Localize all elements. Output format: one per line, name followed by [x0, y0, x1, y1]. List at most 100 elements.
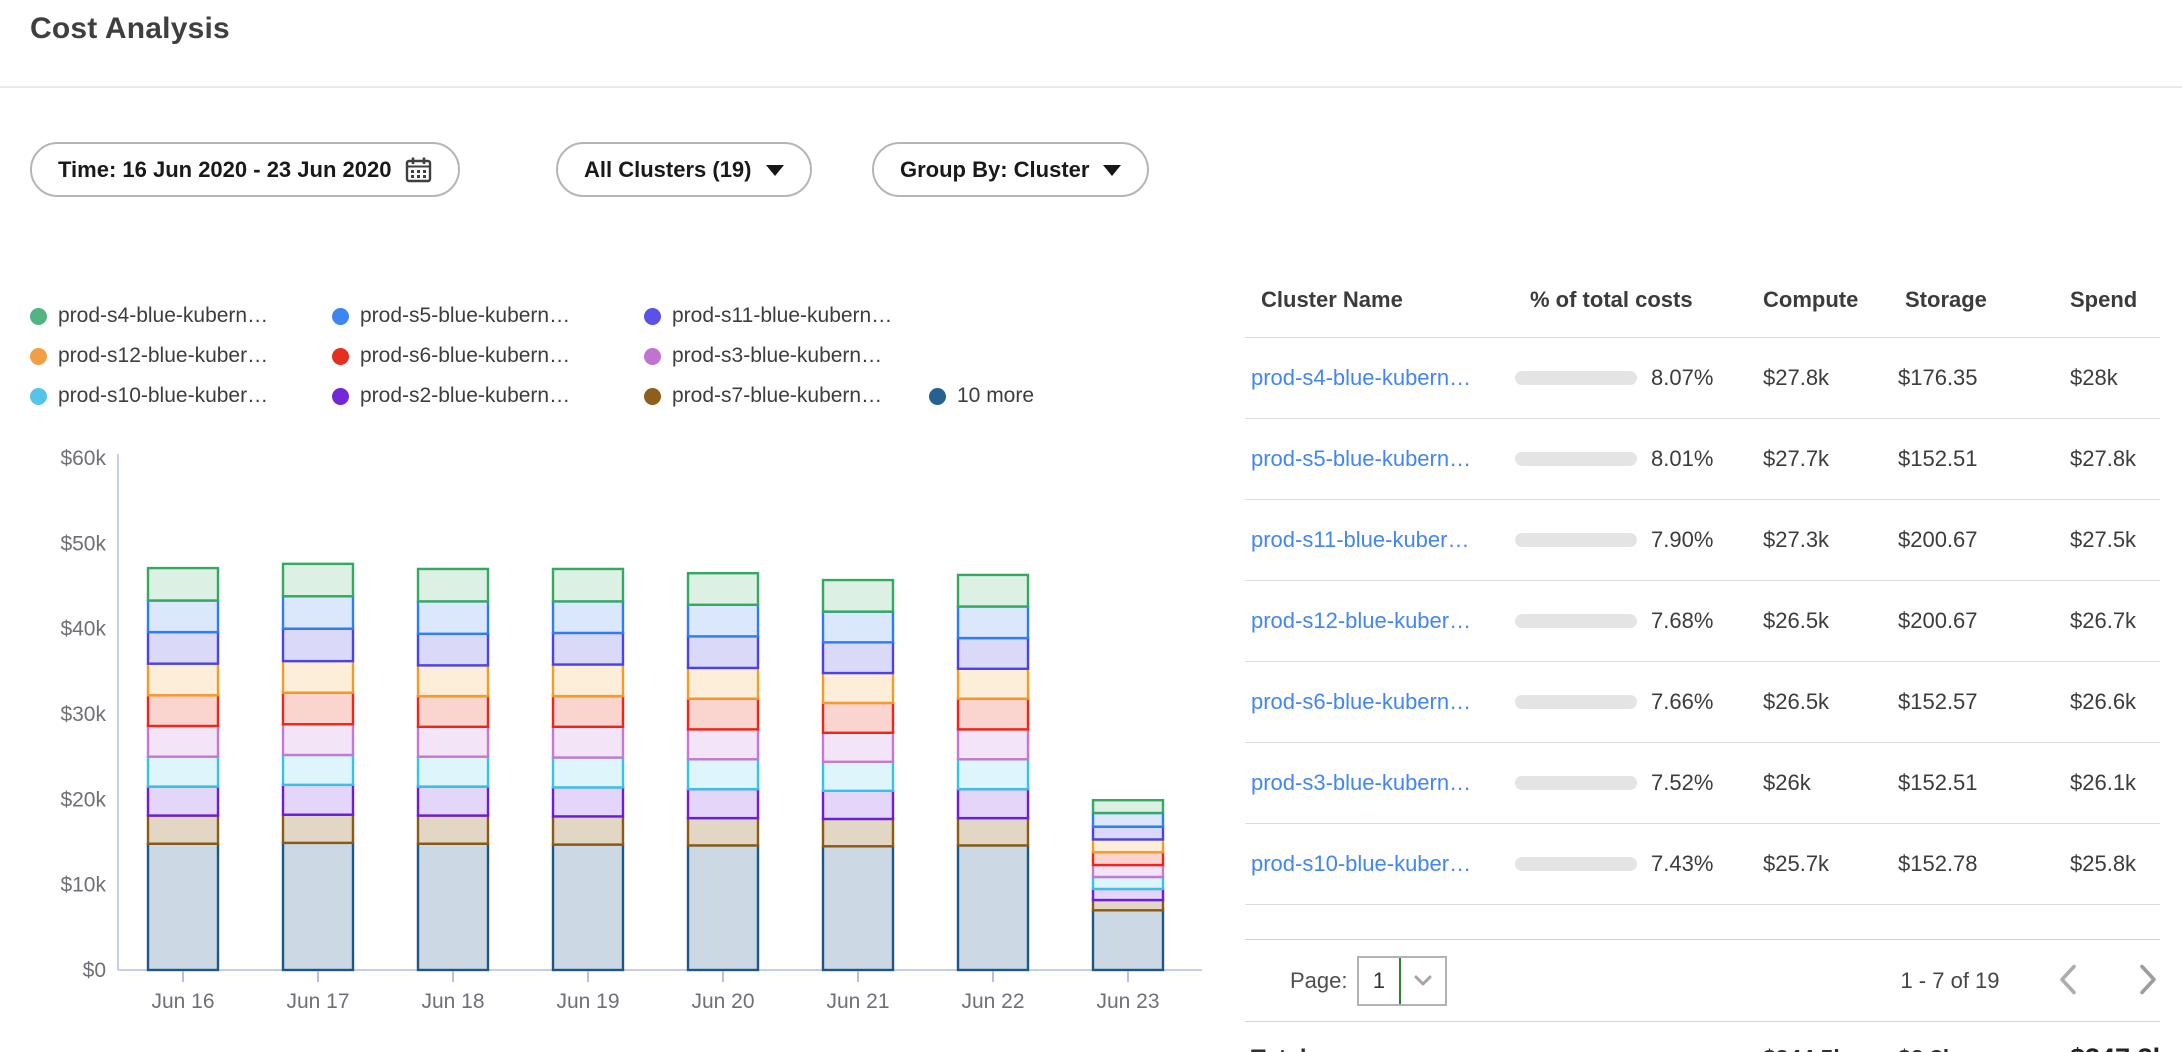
cluster-name-link[interactable]: prod-s12-blue-kuber…: [1251, 608, 1471, 633]
bar-segment[interactable]: [283, 785, 353, 815]
bar-segment[interactable]: [148, 664, 218, 696]
bar-segment[interactable]: [1093, 852, 1163, 865]
legend-item[interactable]: prod-s7-blue-kubern…: [644, 376, 929, 416]
bar-segment[interactable]: [958, 729, 1028, 759]
bar-segment[interactable]: [148, 632, 218, 664]
bar-segment[interactable]: [958, 669, 1028, 699]
bar-segment[interactable]: [148, 568, 218, 600]
bar-segment[interactable]: [958, 606, 1028, 638]
prev-page-button[interactable]: [2057, 962, 2079, 999]
bar-segment[interactable]: [418, 601, 488, 633]
bar-segment[interactable]: [688, 668, 758, 699]
bar-segment[interactable]: [283, 843, 353, 970]
bar-segment[interactable]: [1093, 900, 1163, 910]
bar-segment[interactable]: [823, 703, 893, 733]
bar-segment[interactable]: [283, 564, 353, 596]
bar-segment[interactable]: [1093, 910, 1163, 970]
bar-segment[interactable]: [418, 696, 488, 727]
bar-segment[interactable]: [688, 699, 758, 730]
page-select[interactable]: 1: [1357, 956, 1447, 1006]
bar-segment[interactable]: [1093, 889, 1163, 900]
group-by-filter[interactable]: Group By: Cluster: [872, 142, 1149, 197]
clusters-filter[interactable]: All Clusters (19): [556, 142, 812, 197]
bar-segment[interactable]: [823, 642, 893, 673]
bar-segment[interactable]: [418, 757, 488, 787]
bar-segment[interactable]: [283, 815, 353, 843]
time-range-filter[interactable]: Time: 16 Jun 2020 - 23 Jun 2020: [30, 142, 460, 197]
bar-segment[interactable]: [418, 665, 488, 696]
bar-segment[interactable]: [688, 729, 758, 759]
bar-segment[interactable]: [688, 759, 758, 789]
bar-segment[interactable]: [148, 601, 218, 633]
legend-item[interactable]: prod-s2-blue-kubern…: [332, 376, 644, 416]
bar-segment[interactable]: [553, 845, 623, 970]
bar-segment[interactable]: [1093, 839, 1163, 852]
cluster-name-link[interactable]: prod-s6-blue-kubern…: [1251, 689, 1471, 714]
bar-segment[interactable]: [823, 819, 893, 846]
bar-segment[interactable]: [1093, 877, 1163, 889]
bar-segment[interactable]: [688, 636, 758, 668]
cluster-name-link[interactable]: prod-s4-blue-kubern…: [1251, 365, 1471, 390]
bar-segment[interactable]: [688, 789, 758, 818]
bar-segment[interactable]: [958, 845, 1028, 970]
bar-segment[interactable]: [553, 665, 623, 697]
bar-segment[interactable]: [283, 755, 353, 785]
bar-segment[interactable]: [148, 816, 218, 844]
bar-segment[interactable]: [688, 818, 758, 845]
bar-segment[interactable]: [823, 612, 893, 643]
bar-segment[interactable]: [553, 696, 623, 727]
cluster-name-link[interactable]: prod-s3-blue-kubern…: [1251, 770, 1471, 795]
bar-segment[interactable]: [958, 575, 1028, 607]
cluster-name-link[interactable]: prod-s11-blue-kuber…: [1251, 527, 1469, 552]
bar-segment[interactable]: [283, 596, 353, 628]
cluster-name-link[interactable]: prod-s10-blue-kuber…: [1251, 851, 1471, 876]
cluster-name-link[interactable]: prod-s5-blue-kubern…: [1251, 446, 1471, 471]
bar-segment[interactable]: [958, 789, 1028, 818]
legend-item[interactable]: 10 more: [929, 376, 1034, 416]
bar-segment[interactable]: [823, 791, 893, 819]
bar-segment[interactable]: [553, 816, 623, 844]
bar-segment[interactable]: [418, 816, 488, 844]
bar-segment[interactable]: [148, 844, 218, 970]
legend-item[interactable]: prod-s3-blue-kubern…: [644, 336, 929, 376]
bar-segment[interactable]: [553, 633, 623, 665]
legend-item[interactable]: prod-s4-blue-kubern…: [30, 296, 332, 336]
bar-segment[interactable]: [418, 634, 488, 666]
bar-segment[interactable]: [418, 569, 488, 601]
legend-item[interactable]: prod-s6-blue-kubern…: [332, 336, 644, 376]
bar-segment[interactable]: [418, 844, 488, 970]
bar-segment[interactable]: [553, 758, 623, 788]
legend-item[interactable]: prod-s11-blue-kubern…: [644, 296, 929, 336]
bar-segment[interactable]: [553, 787, 623, 816]
bar-segment[interactable]: [283, 693, 353, 725]
bar-segment[interactable]: [148, 695, 218, 726]
bar-segment[interactable]: [418, 727, 488, 757]
bar-segment[interactable]: [148, 787, 218, 816]
bar-segment[interactable]: [283, 629, 353, 661]
legend-item[interactable]: prod-s10-blue-kuber…: [30, 376, 332, 416]
legend-item[interactable]: prod-s5-blue-kubern…: [332, 296, 644, 336]
bar-segment[interactable]: [148, 757, 218, 787]
bar-segment[interactable]: [688, 845, 758, 970]
bar-segment[interactable]: [283, 724, 353, 755]
bar-segment[interactable]: [418, 787, 488, 816]
bar-segment[interactable]: [688, 605, 758, 637]
bar-segment[interactable]: [958, 818, 1028, 845]
bar-segment[interactable]: [1093, 813, 1163, 827]
bar-segment[interactable]: [823, 846, 893, 970]
bar-segment[interactable]: [148, 726, 218, 757]
bar-segment[interactable]: [823, 580, 893, 612]
bar-segment[interactable]: [1093, 827, 1163, 840]
legend-item[interactable]: prod-s12-blue-kuber…: [30, 336, 332, 376]
bar-segment[interactable]: [553, 601, 623, 633]
bar-segment[interactable]: [553, 727, 623, 758]
bar-segment[interactable]: [283, 661, 353, 693]
bar-segment[interactable]: [1093, 865, 1163, 877]
bar-segment[interactable]: [688, 573, 758, 605]
bar-segment[interactable]: [823, 673, 893, 703]
bar-segment[interactable]: [958, 759, 1028, 789]
bar-segment[interactable]: [1093, 800, 1163, 813]
next-page-button[interactable]: [2137, 962, 2159, 999]
bar-segment[interactable]: [958, 638, 1028, 669]
bar-segment[interactable]: [958, 699, 1028, 730]
